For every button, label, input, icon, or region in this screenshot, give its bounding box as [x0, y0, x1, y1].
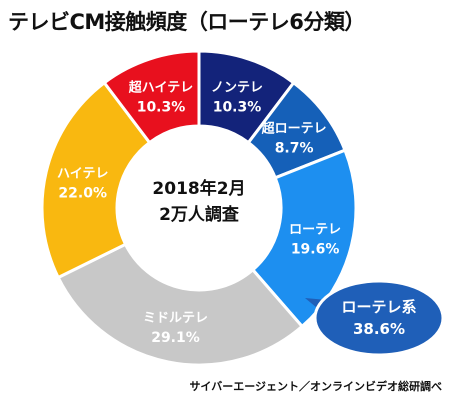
callout-label: ローテレ系 [341, 298, 416, 316]
slice-label-1: 超ローテレ [262, 121, 327, 137]
center-label: 2018年2月 2万人調査 [152, 178, 245, 225]
slice-label-5: 超ハイテレ [129, 80, 193, 96]
center-text-line-1: 2018年2月 [152, 178, 245, 199]
slice-value-0: 10.3% [213, 100, 262, 116]
slice-4 [40, 80, 152, 280]
slice-label-2: ローテレ [289, 222, 341, 237]
center-text-line-2: 2万人調査 [159, 204, 240, 225]
callout-bubble: ローテレ系 38.6% [305, 279, 445, 357]
slice-5 [102, 49, 201, 145]
slice-value-4: 22.0% [58, 185, 107, 201]
chart-title: テレビCM接触頻度（ローテレ6分類） [8, 10, 365, 34]
slice-2 [250, 148, 358, 329]
slice-value-1: 8.7% [275, 141, 314, 157]
donut-slices [40, 49, 358, 367]
callout-value: 38.6% [353, 320, 405, 338]
slice-label-0: ノンテレ [211, 81, 263, 96]
slice-value-2: 19.6% [291, 241, 340, 257]
slice-label-3: ミドルテレ [143, 311, 208, 326]
slice-label-4: ハイテレ [57, 166, 108, 181]
source-note: サイバーエージェント／オンラインビデオ総研調べ [189, 380, 442, 393]
slice-labels: ノンテレ10.3%超ローテレ8.7%ローテレ19.6%ミドルテレ29.1%ハイテ… [57, 80, 341, 346]
slice-value-3: 29.1% [151, 330, 200, 346]
slice-3 [56, 242, 305, 367]
slice-value-5: 10.3% [137, 100, 186, 116]
callout-ellipse [313, 279, 445, 357]
